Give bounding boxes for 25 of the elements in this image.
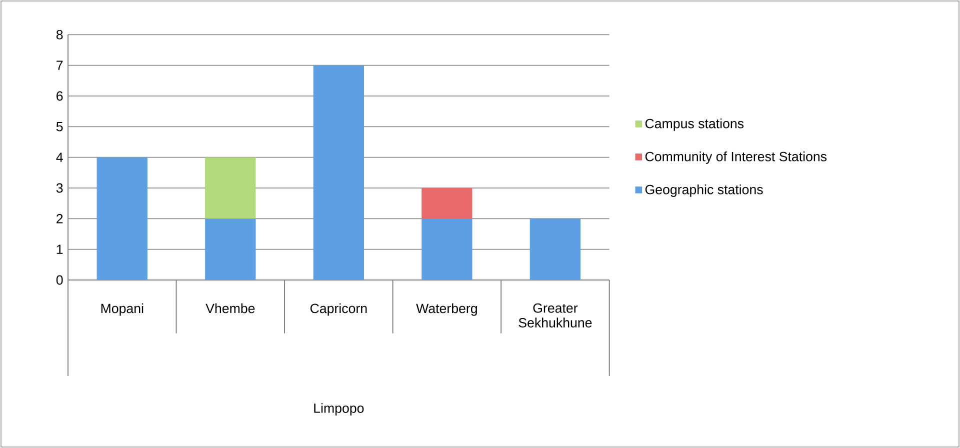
y-tick-label: 4 — [56, 152, 63, 162]
x-tick-label: Vhembe — [206, 303, 255, 314]
y-tick-label: 0 — [56, 275, 63, 285]
y-tick-label: 6 — [56, 91, 63, 101]
y-tick-label: 5 — [56, 122, 63, 132]
legend-label: Community of Interest Stations — [645, 151, 827, 164]
y-tick-label: 1 — [56, 244, 63, 254]
y-tick-label: 7 — [56, 60, 63, 70]
bar — [205, 157, 256, 219]
x-tick-label: Greater Sekhukhune — [518, 303, 592, 328]
text: Limpopo — [314, 403, 364, 416]
x-tick-label: Waterberg — [416, 303, 477, 316]
y-tick-label: 3 — [56, 183, 63, 193]
legend-label: Campus stations — [645, 118, 744, 131]
bar — [96, 157, 148, 280]
y-tick-label: 2 — [56, 214, 63, 224]
bar — [422, 188, 472, 219]
bar — [530, 218, 581, 280]
bar — [205, 218, 256, 280]
x-tick-label: Mopani — [101, 303, 144, 316]
y-tick-label: 8 — [56, 30, 63, 40]
bar — [422, 218, 472, 280]
legend-label: Geographic stations — [645, 184, 763, 197]
bar — [313, 65, 364, 280]
x-tick-label: Capricorn — [310, 303, 367, 316]
